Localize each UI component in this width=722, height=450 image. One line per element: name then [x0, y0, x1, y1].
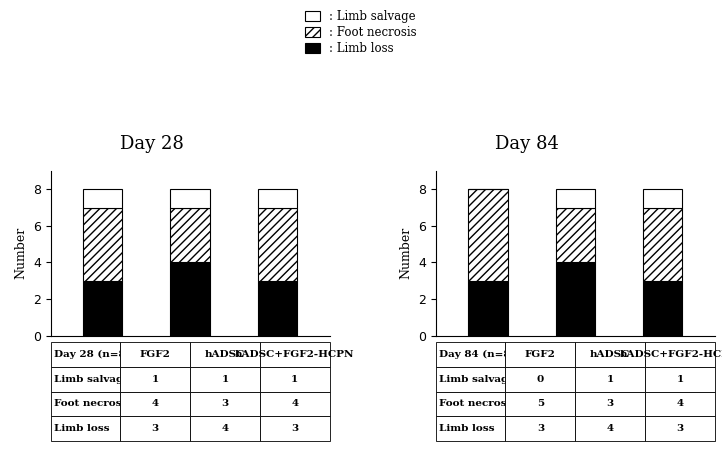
Text: Day 84: Day 84	[495, 135, 559, 153]
Bar	[643, 281, 682, 336]
Bar	[83, 281, 123, 336]
Bar	[258, 189, 297, 207]
Bar	[170, 207, 209, 262]
Bar	[258, 207, 297, 281]
Bar	[83, 207, 123, 281]
Bar	[643, 207, 682, 281]
Bar	[170, 189, 209, 207]
Bar	[170, 262, 209, 336]
Y-axis label: Number: Number	[399, 227, 412, 279]
Y-axis label: Number: Number	[14, 227, 27, 279]
Bar	[469, 189, 508, 281]
Bar	[556, 262, 595, 336]
Bar	[83, 189, 123, 207]
Bar	[469, 281, 508, 336]
Legend: : Limb salvage, : Foot necrosis, : Limb loss: : Limb salvage, : Foot necrosis, : Limb …	[305, 10, 417, 55]
Bar	[556, 189, 595, 207]
Bar	[556, 207, 595, 262]
Bar	[258, 281, 297, 336]
Text: Day 28: Day 28	[120, 135, 183, 153]
Bar	[643, 189, 682, 207]
